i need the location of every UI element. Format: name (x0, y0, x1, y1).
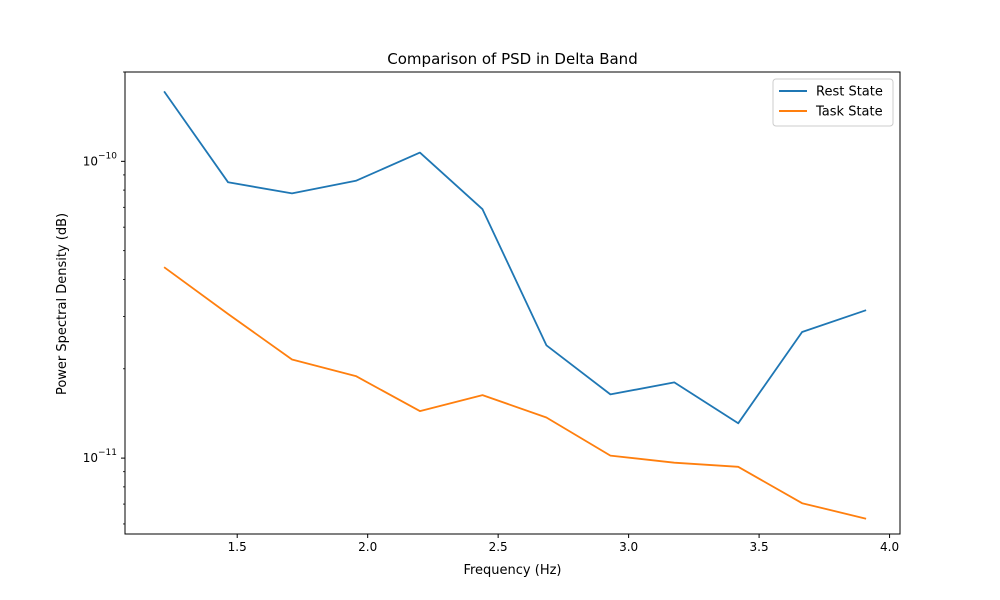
y-tick-label-base: 10 (83, 451, 98, 465)
y-tick-label-exponent: −11 (98, 448, 117, 458)
series-line-rest-state (163, 90, 867, 425)
y-axis-label: Power Spectral Density (dB) (55, 213, 70, 395)
x-tick-label: 4.0 (880, 540, 899, 554)
y-tick-label-base: 10 (83, 154, 98, 168)
legend-label-task-state: Task State (815, 105, 883, 120)
legend: Rest State Task State (772, 78, 894, 127)
legend-label-rest-state: Rest State (816, 85, 883, 100)
chart-title: Comparison of PSD in Delta Band (387, 50, 637, 68)
series-lines (163, 90, 867, 520)
x-tick-label: 3.0 (619, 540, 638, 554)
series-line-task-state (163, 266, 867, 520)
y-tick-label: 10−10 (83, 151, 118, 168)
x-tick-label: 1.5 (228, 540, 247, 554)
x-axis-label: Frequency (Hz) (463, 563, 561, 578)
x-tick-label: 2.5 (489, 540, 508, 554)
x-tick-label: 3.5 (750, 540, 769, 554)
y-tick-label-exponent: −10 (98, 151, 117, 161)
plot-area-frame (124, 71, 901, 535)
x-tick-label: 2.0 (358, 540, 377, 554)
y-tick-label: 10−11 (83, 448, 117, 465)
